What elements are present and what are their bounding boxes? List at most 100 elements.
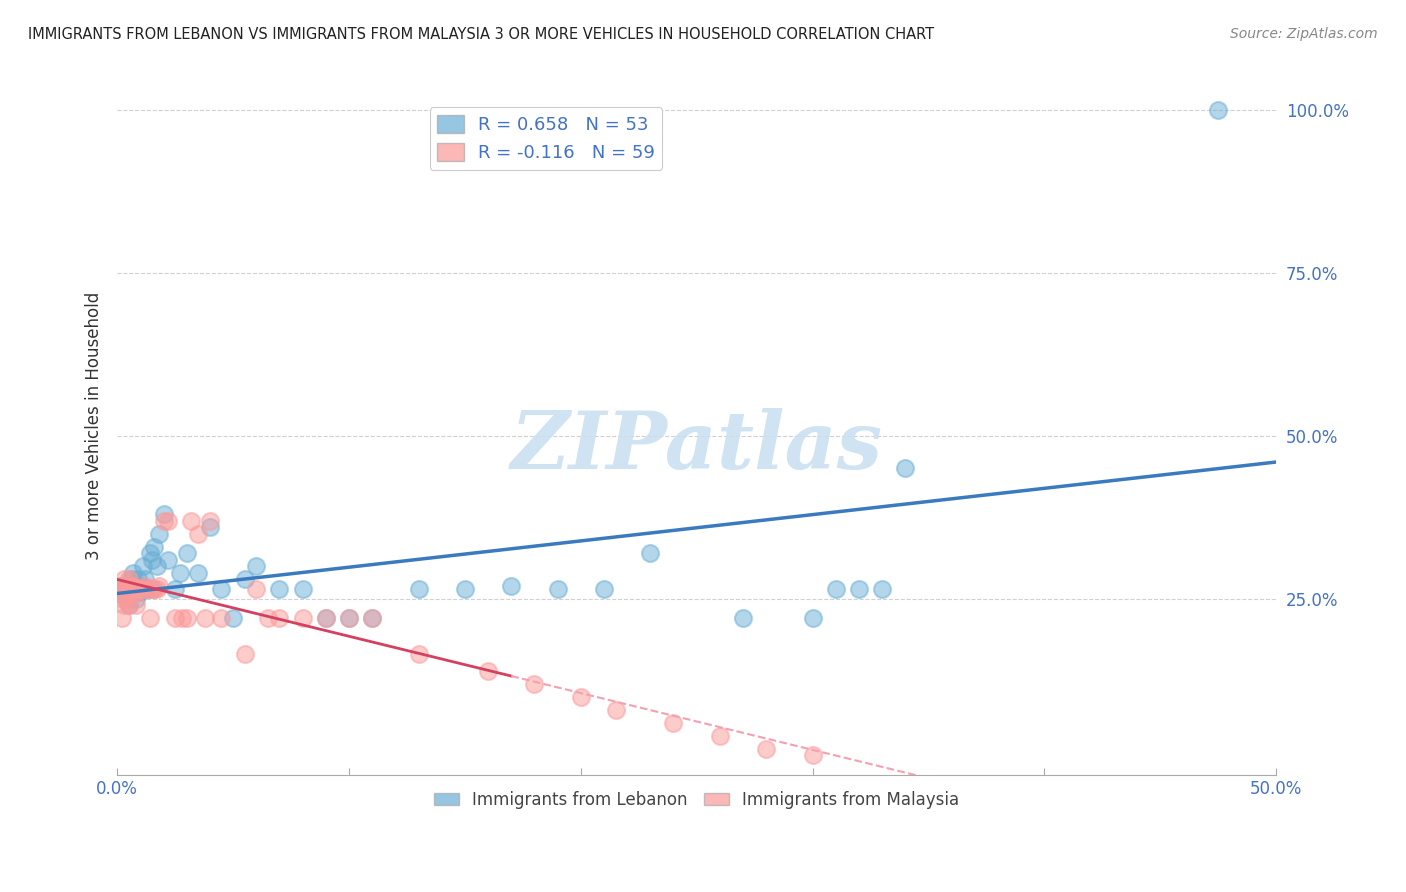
Point xyxy=(198,514,221,528)
Point xyxy=(145,559,167,574)
Point xyxy=(141,582,163,596)
Point xyxy=(233,572,256,586)
Point xyxy=(115,591,138,606)
Point xyxy=(801,611,824,625)
Point xyxy=(125,599,148,613)
Text: ZIPatlas: ZIPatlas xyxy=(510,409,883,486)
Point xyxy=(138,546,160,560)
Point xyxy=(477,664,499,678)
Point xyxy=(157,553,180,567)
Point xyxy=(120,572,142,586)
Point xyxy=(111,591,134,606)
Point xyxy=(125,579,148,593)
Point xyxy=(211,582,233,596)
Point xyxy=(180,514,202,528)
Point xyxy=(291,611,314,625)
Point xyxy=(198,520,221,534)
Point xyxy=(127,582,149,596)
Point xyxy=(523,676,546,690)
Point xyxy=(129,585,152,599)
Point xyxy=(709,729,731,743)
Point xyxy=(122,579,145,593)
Point xyxy=(408,582,430,596)
Point xyxy=(125,582,148,596)
Point xyxy=(211,611,233,625)
Point xyxy=(120,582,142,596)
Point xyxy=(165,611,187,625)
Point xyxy=(120,579,142,593)
Point xyxy=(176,611,198,625)
Point xyxy=(245,559,267,574)
Point xyxy=(755,741,778,756)
Point xyxy=(111,611,134,625)
Point xyxy=(125,591,148,606)
Point xyxy=(118,599,141,613)
Point xyxy=(136,582,159,596)
Point xyxy=(118,582,141,596)
Point xyxy=(547,582,569,596)
Point xyxy=(122,582,145,596)
Point xyxy=(112,599,135,613)
Point xyxy=(112,572,135,586)
Point xyxy=(141,582,163,596)
Point xyxy=(112,582,135,596)
Point xyxy=(122,566,145,580)
Point xyxy=(176,546,198,560)
Point xyxy=(1206,103,1229,117)
Point xyxy=(157,514,180,528)
Point xyxy=(569,690,592,704)
Text: IMMIGRANTS FROM LEBANON VS IMMIGRANTS FROM MALAYSIA 3 OR MORE VEHICLES IN HOUSEH: IMMIGRANTS FROM LEBANON VS IMMIGRANTS FR… xyxy=(28,27,934,42)
Point xyxy=(108,579,131,593)
Point xyxy=(118,599,141,613)
Point xyxy=(501,579,523,593)
Point xyxy=(731,611,754,625)
Point xyxy=(148,579,170,593)
Y-axis label: 3 or more Vehicles in Household: 3 or more Vehicles in Household xyxy=(86,292,103,560)
Point xyxy=(118,572,141,586)
Point xyxy=(127,582,149,596)
Point xyxy=(112,585,135,599)
Point xyxy=(662,715,685,730)
Point xyxy=(143,540,166,554)
Point xyxy=(120,585,142,599)
Point xyxy=(115,582,138,596)
Point xyxy=(222,611,245,625)
Point xyxy=(143,582,166,596)
Text: Source: ZipAtlas.com: Source: ZipAtlas.com xyxy=(1230,27,1378,41)
Point xyxy=(408,647,430,661)
Point xyxy=(118,585,141,599)
Point xyxy=(233,647,256,661)
Point xyxy=(145,582,167,596)
Point xyxy=(134,579,156,593)
Point xyxy=(122,579,145,593)
Point xyxy=(848,582,870,596)
Point xyxy=(337,611,360,625)
Point xyxy=(129,579,152,593)
Point xyxy=(165,582,187,596)
Point xyxy=(245,582,267,596)
Point xyxy=(870,582,893,596)
Point xyxy=(269,582,291,596)
Point xyxy=(361,611,384,625)
Point xyxy=(118,582,141,596)
Point xyxy=(115,579,138,593)
Point xyxy=(111,579,134,593)
Point xyxy=(257,611,280,625)
Point xyxy=(801,748,824,763)
Point xyxy=(187,566,209,580)
Point xyxy=(115,591,138,606)
Point xyxy=(361,611,384,625)
Point xyxy=(136,582,159,596)
Point xyxy=(129,582,152,596)
Point xyxy=(454,582,477,596)
Point xyxy=(127,572,149,586)
Point xyxy=(125,585,148,599)
Point xyxy=(172,611,194,625)
Point xyxy=(127,582,149,596)
Point xyxy=(194,611,217,625)
Point xyxy=(148,526,170,541)
Point xyxy=(152,507,174,521)
Point xyxy=(152,514,174,528)
Point xyxy=(131,582,153,596)
Point xyxy=(593,582,616,596)
